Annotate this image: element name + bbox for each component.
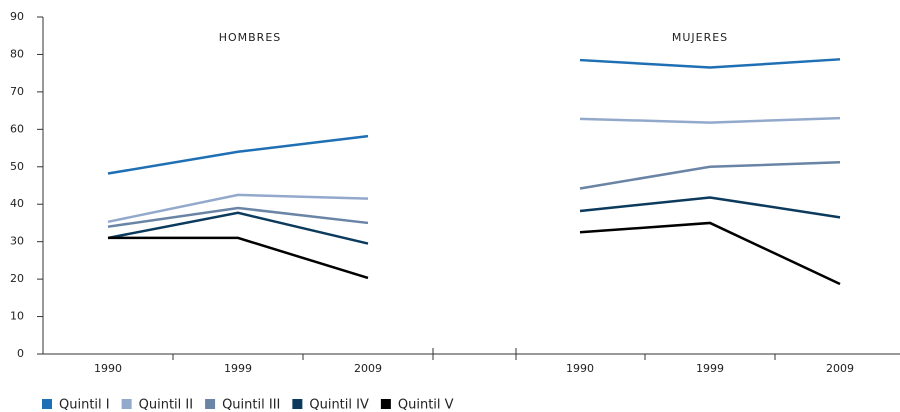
legend-label: Quintil II — [139, 398, 193, 412]
legend-label: Quintil IV — [309, 398, 369, 412]
y-tick-label: 80 — [10, 47, 24, 60]
x-tick-label: 1990 — [566, 362, 594, 375]
x-tick-label: 1999 — [224, 362, 252, 375]
legend-label: Quintil V — [398, 398, 454, 412]
x-tick-label: 2009 — [354, 362, 382, 375]
x-tick-label: 2009 — [826, 362, 854, 375]
x-tick-label: 1990 — [94, 362, 122, 375]
y-tick-label: 70 — [10, 85, 24, 98]
y-tick-label: 10 — [10, 310, 24, 323]
legend-label: Quintil III — [222, 398, 280, 412]
legend-swatch — [380, 399, 391, 409]
x-tick-label: 1999 — [696, 362, 724, 375]
series-line — [107, 116, 841, 224]
legend-swatch — [42, 399, 52, 409]
series-line — [108, 221, 841, 286]
series-line — [107, 196, 841, 245]
y-tick-label: 90 — [10, 10, 24, 23]
y-tick-label: 20 — [10, 272, 24, 285]
y-tick-label: 60 — [10, 122, 24, 135]
legend-swatch — [205, 399, 216, 409]
y-tick-label: 0 — [17, 347, 24, 360]
series-line — [107, 161, 841, 228]
series-line — [107, 58, 841, 175]
y-tick-label: 40 — [10, 197, 24, 210]
panel-title: MUJERES — [672, 31, 728, 44]
y-tick-label: 30 — [10, 235, 24, 248]
legend-swatch — [121, 399, 132, 409]
panel-title: HOMBRES — [219, 31, 282, 44]
legend-swatch — [292, 399, 303, 409]
y-tick-label: 50 — [10, 160, 24, 173]
legend-label: Quintil I — [59, 398, 110, 412]
x-ticks — [172, 348, 776, 360]
